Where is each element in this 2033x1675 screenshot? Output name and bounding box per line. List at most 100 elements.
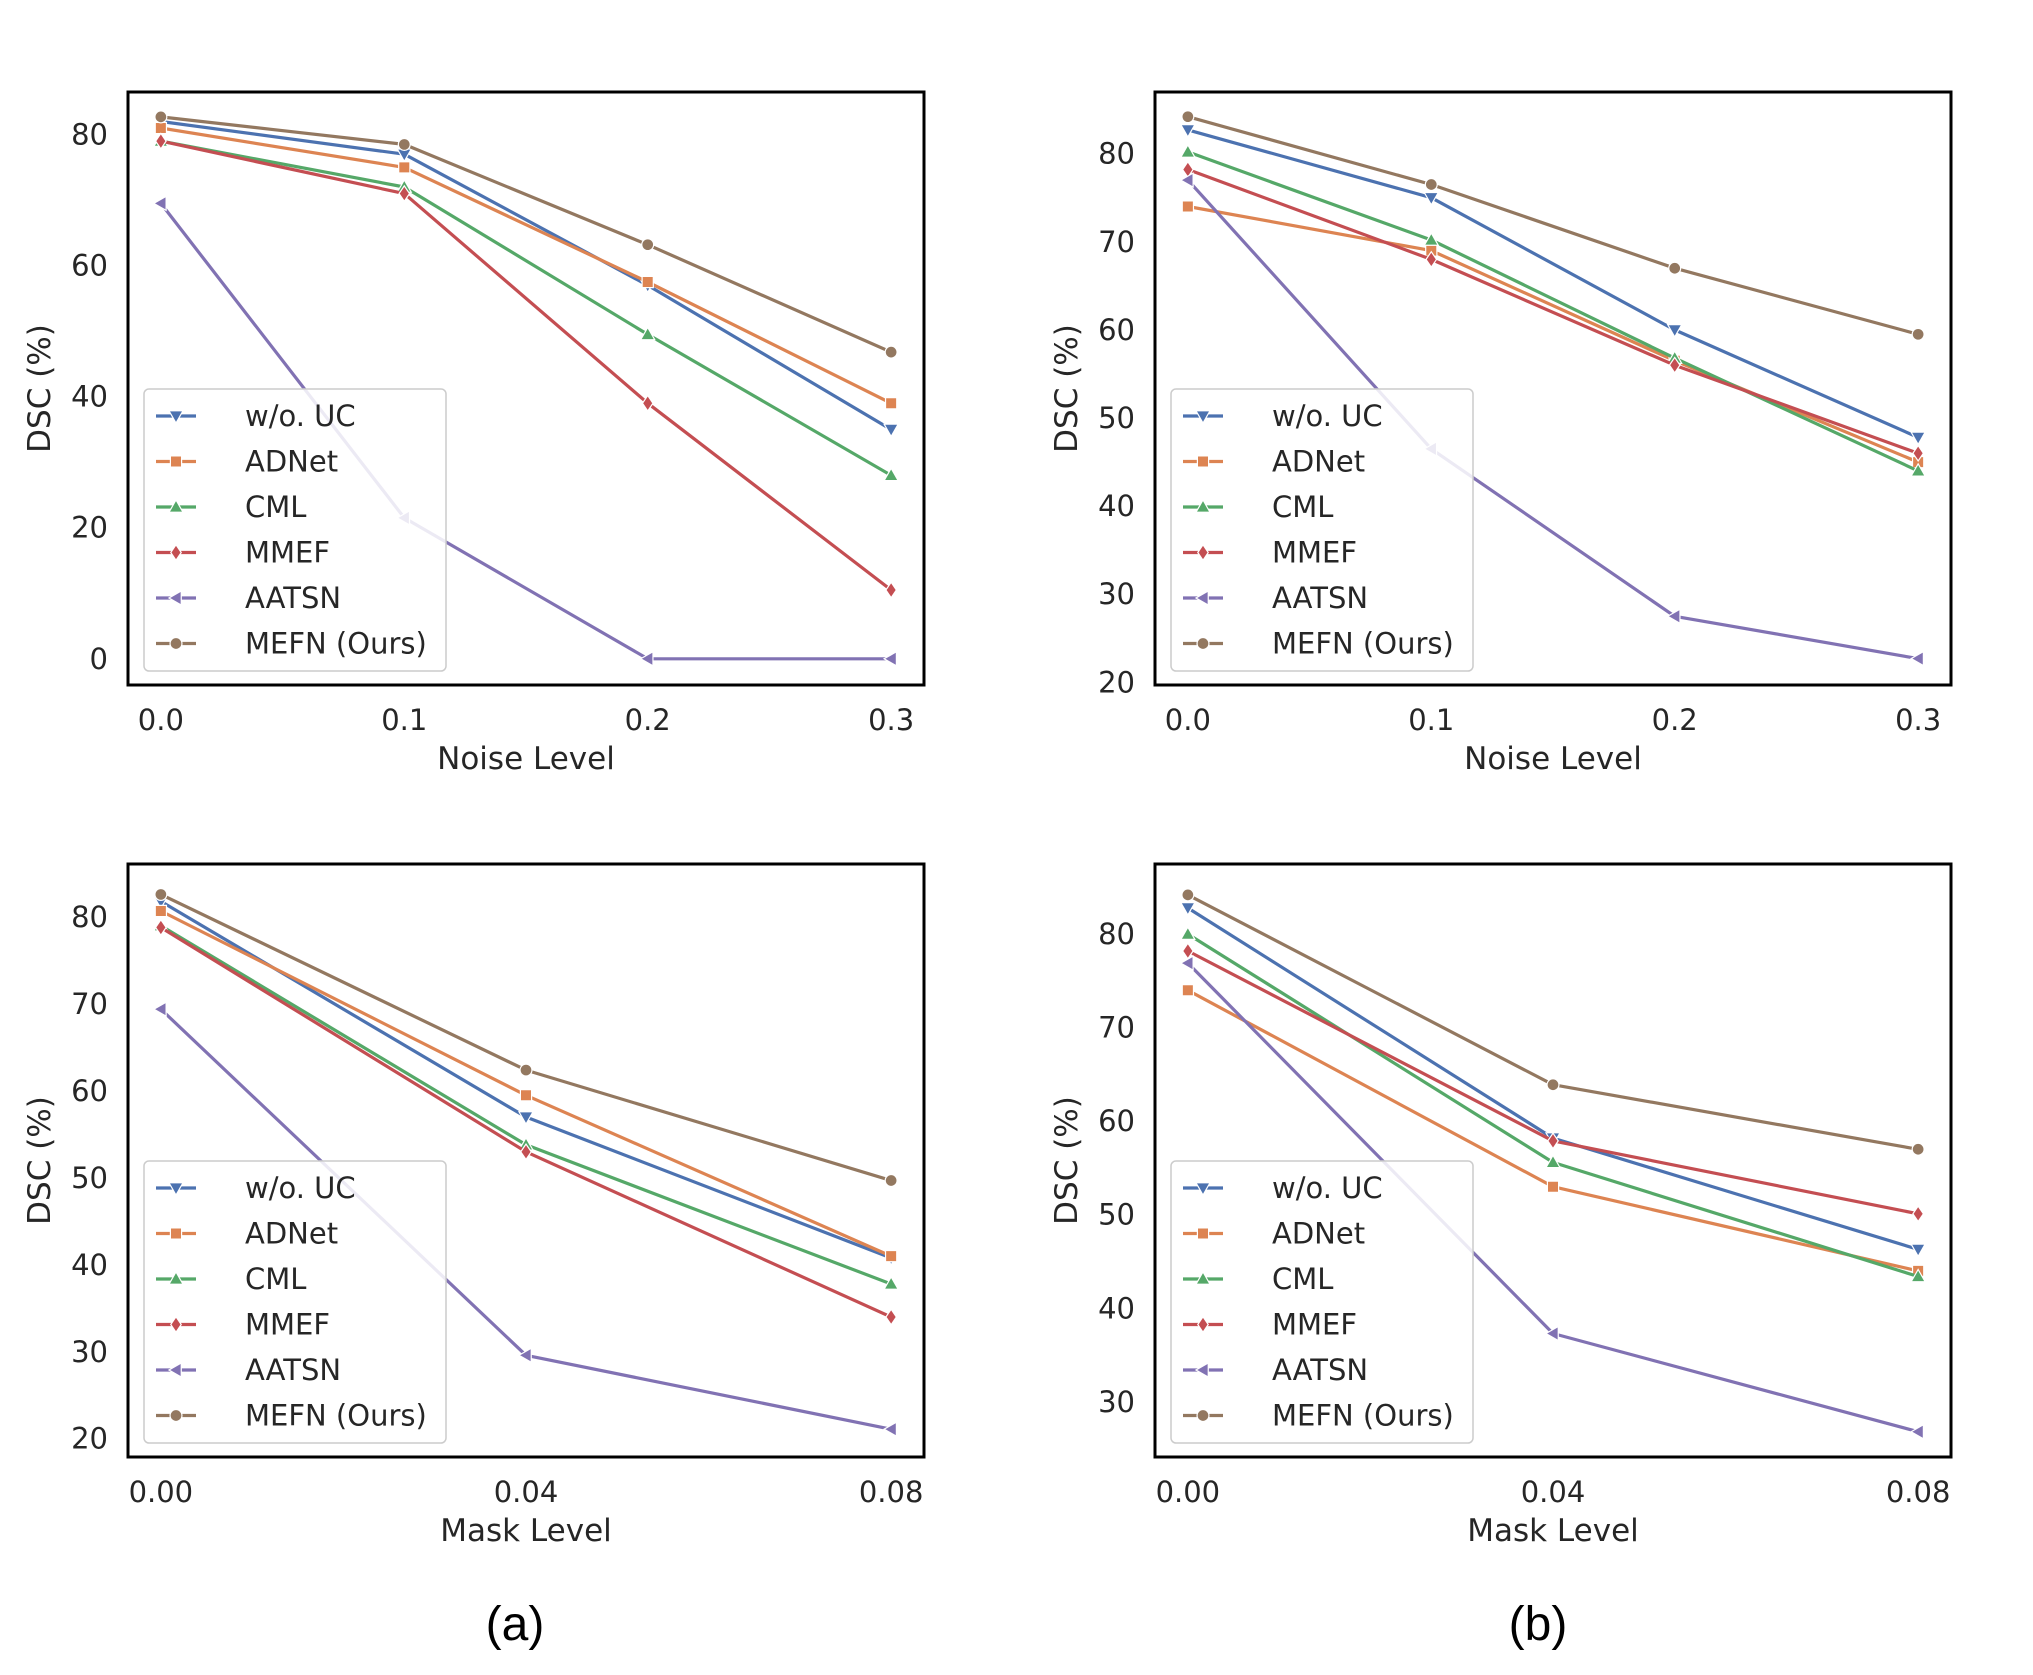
series-line-cml — [1187, 150, 1919, 473]
legend-label: AATSN — [245, 1353, 341, 1387]
series-line-mefn-ours- — [1187, 115, 1919, 336]
data-point — [1910, 462, 1927, 477]
legend-swatch-marker — [167, 1182, 185, 1197]
legend-label: ADNet — [1272, 1217, 1365, 1251]
x-tick-label: 0.1 — [1408, 703, 1454, 737]
y-tick-label: 40 — [1098, 1291, 1135, 1325]
data-point — [1424, 177, 1438, 192]
legend-box — [1170, 1160, 1474, 1444]
data-point — [1425, 250, 1438, 269]
legend-label: CML — [245, 1262, 306, 1296]
legend-label: AATSN — [1272, 1353, 1368, 1387]
y-tick-label: 30 — [71, 1335, 108, 1369]
legend-swatch-marker — [1194, 1182, 1212, 1197]
x-tick-label: 0.0 — [1165, 703, 1211, 737]
x-tick-label: 0.04 — [1521, 1475, 1586, 1509]
series-line-mmef — [1187, 167, 1919, 455]
data-point — [1179, 143, 1196, 158]
y-tick-label: 40 — [71, 1248, 108, 1282]
legend-swatch-marker — [167, 589, 182, 607]
x-tick-label: 0.08 — [1886, 1475, 1951, 1509]
data-point — [1179, 902, 1196, 917]
series-line-w-o-uc — [160, 119, 892, 431]
y-tick-label: 20 — [71, 511, 108, 545]
data-point — [152, 195, 167, 212]
data-point — [639, 326, 656, 341]
data-point — [1911, 1142, 1925, 1156]
data-point — [641, 275, 654, 289]
data-point — [1546, 1078, 1560, 1092]
series-line-w-o-uc — [1187, 128, 1919, 439]
y-tick-label: 30 — [1098, 1385, 1135, 1419]
legend-swatch-marker — [1194, 410, 1212, 425]
data-point — [882, 1421, 897, 1438]
series-line-adnet — [1187, 204, 1919, 464]
data-point — [517, 1111, 535, 1126]
legend-label: MEFN (Ours) — [1272, 1399, 1454, 1433]
x-axis-label: Mask Level — [1467, 1513, 1639, 1549]
y-tick-label: 80 — [71, 118, 108, 152]
y-axis-label: DSC (%) — [22, 324, 58, 453]
x-tick-label: 0.08 — [859, 1475, 924, 1509]
legend-swatch-marker — [169, 636, 183, 651]
caption-a: (a) — [485, 1598, 545, 1651]
data-point — [1909, 1423, 1924, 1440]
chart-panel-b-noise: 20 30 40 50 60 70 80 0.0 0.1 0.2 0.3 Noise Level DSC… — [1049, 90, 1953, 777]
data-point — [1910, 1268, 1927, 1283]
legend-swatch-marker — [170, 543, 182, 562]
data-point — [882, 650, 897, 667]
data-point — [1547, 1132, 1559, 1150]
data-point — [1181, 200, 1195, 213]
data-point — [397, 137, 411, 151]
legend-box — [1170, 388, 1474, 672]
series-line-aatsn — [1186, 179, 1919, 661]
x-tick-label: 0.3 — [1895, 703, 1941, 737]
data-point — [885, 1308, 898, 1326]
data-point — [519, 1089, 533, 1102]
legend-label: MMEF — [245, 1308, 330, 1342]
x-axis-label: Noise Level — [1464, 741, 1642, 777]
data-point — [520, 1143, 532, 1161]
series-line-mefn-ours- — [160, 115, 892, 354]
legend-label: ADNet — [1272, 445, 1365, 479]
x-tick-label: 0.3 — [868, 703, 914, 737]
legend-swatch-marker — [1194, 498, 1212, 513]
data-point — [154, 904, 168, 918]
y-tick-label: 0 — [90, 642, 108, 676]
legend-label: MMEF — [1272, 1308, 1357, 1342]
y-axis-label: DSC (%) — [22, 1096, 58, 1225]
data-point — [154, 121, 168, 135]
y-tick-label: 20 — [71, 1422, 108, 1456]
legend-swatch-marker — [1196, 636, 1210, 651]
legend-label: CML — [1272, 490, 1333, 524]
legend-swatch-marker — [169, 1227, 183, 1240]
data-point — [1181, 110, 1195, 124]
y-tick-label: 70 — [1098, 225, 1135, 259]
legend-label: ADNet — [245, 445, 338, 479]
y-axis-label: DSC (%) — [1049, 1096, 1085, 1225]
legend-swatch-marker — [1194, 1270, 1212, 1285]
data-point — [519, 1063, 533, 1077]
data-point — [1909, 650, 1924, 667]
x-axis-label: Mask Level — [440, 1513, 612, 1549]
legend-label: MMEF — [1272, 536, 1357, 570]
data-point — [884, 1249, 898, 1263]
data-point — [1912, 444, 1925, 463]
plot-frame — [126, 90, 926, 687]
legend-label: CML — [245, 490, 306, 524]
y-tick-label: 70 — [71, 987, 108, 1021]
legend-swatch-marker — [167, 498, 185, 513]
data-point — [154, 110, 168, 124]
legend-label: MEFN (Ours) — [245, 627, 427, 661]
data-point — [1181, 888, 1195, 902]
legend-swatch-marker — [1196, 1227, 1210, 1240]
legend-swatch-marker — [1197, 1315, 1209, 1334]
x-tick-label: 0.00 — [129, 1475, 194, 1509]
data-point — [398, 161, 411, 174]
legend-swatch-marker — [167, 1270, 185, 1285]
legend-label: w/o. UC — [1272, 399, 1383, 433]
legend-swatch-marker — [1197, 543, 1209, 562]
chart-panel-b-mask: 30 40 50 60 70 80 0.00 0.04 0.08 Mask Level DSC (%… — [1049, 862, 1953, 1549]
data-point — [1911, 327, 1925, 341]
